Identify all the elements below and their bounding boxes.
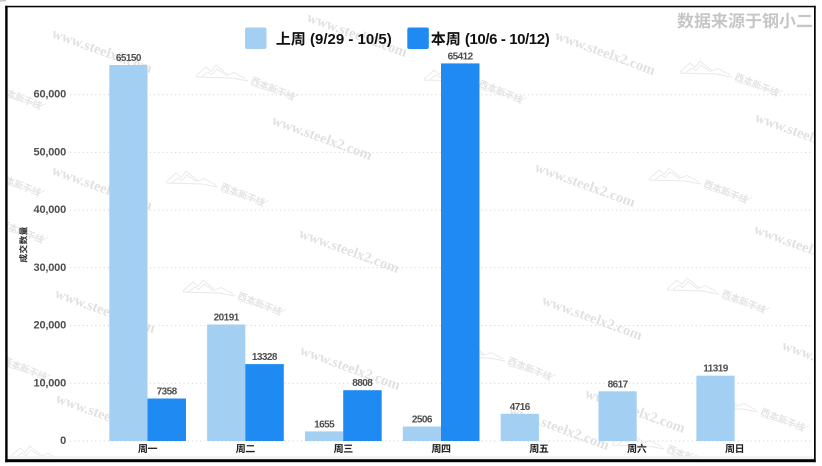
svg-text:20191: 20191 [214, 313, 240, 324]
svg-text:7358: 7358 [157, 387, 178, 398]
svg-text:20,000: 20,000 [34, 320, 67, 332]
svg-text:0: 0 [60, 435, 66, 447]
svg-text:60,000: 60,000 [34, 89, 67, 101]
svg-text:13328: 13328 [252, 352, 278, 363]
svg-text:1655: 1655 [314, 419, 335, 430]
svg-text:10,000: 10,000 [34, 377, 67, 389]
svg-text:65412: 65412 [448, 51, 474, 62]
svg-text:8617: 8617 [608, 379, 629, 390]
svg-text:50,000: 50,000 [34, 146, 67, 158]
svg-text:2506: 2506 [412, 415, 433, 426]
svg-text:8808: 8808 [352, 378, 373, 389]
svg-text:40,000: 40,000 [34, 204, 67, 216]
svg-text:4716: 4716 [510, 402, 531, 413]
svg-text:65150: 65150 [116, 53, 142, 64]
svg-text:30,000: 30,000 [34, 262, 67, 274]
svg-text:11319: 11319 [703, 364, 728, 375]
svg-text:(9/29 - 10/5): (9/29 - 10/5) [310, 31, 392, 48]
svg-text:(10/6 - 10/12): (10/6 - 10/12) [465, 31, 550, 48]
